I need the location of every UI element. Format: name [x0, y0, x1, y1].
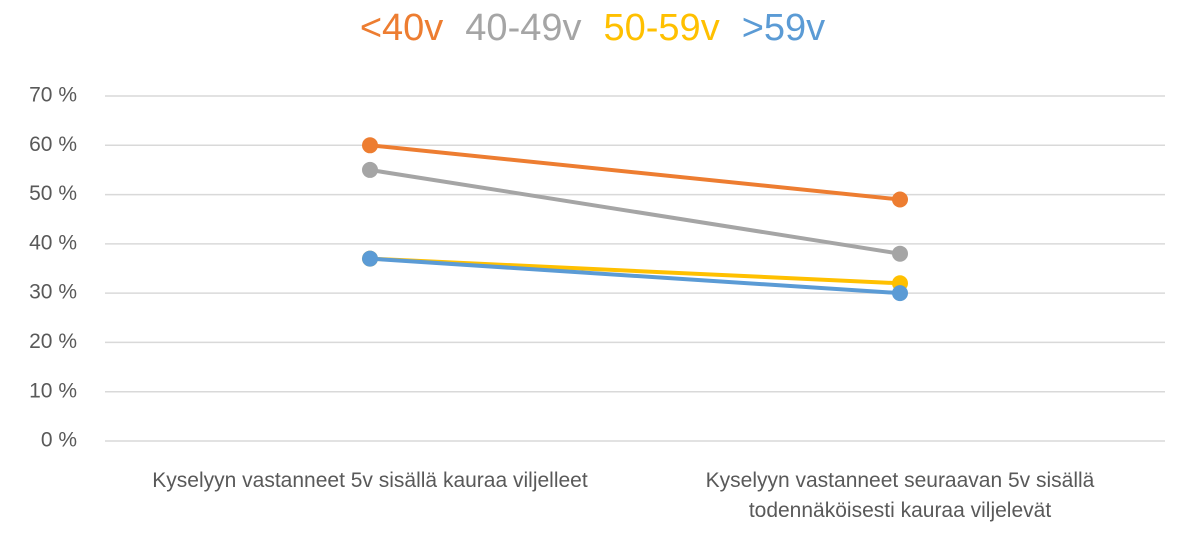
marker	[892, 245, 908, 262]
y-tick-label: 40 %	[29, 231, 77, 254]
line	[369, 256, 901, 296]
y-tick-label: 50 %	[29, 182, 77, 205]
x-tick-label: Kyselyyn vastanneet seuraavan 5v sisällä…	[705, 469, 1095, 522]
line	[369, 167, 901, 256]
legend-entry: 40-49v	[465, 7, 581, 49]
marker	[362, 161, 378, 178]
marker	[892, 285, 908, 302]
x-tick-label: Kyselyyn vastanneet 5v sisällä kauraa vi…	[152, 469, 588, 492]
legend-entry: 50-59v	[604, 7, 720, 49]
y-tick-label: 0 %	[41, 429, 77, 452]
y-tick-label: 20 %	[29, 330, 77, 353]
legend-entry: >59v	[742, 7, 825, 49]
x-tick-label-box: Kyselyyn vastanneet seuraavan 5v sisällä…	[705, 469, 1095, 522]
y-tick-label: 60 %	[29, 133, 77, 156]
marker	[362, 250, 378, 267]
marker	[892, 191, 908, 208]
y-tick-label: 30 %	[29, 281, 77, 304]
x-tick-label-box: Kyselyyn vastanneet 5v sisällä kauraa vi…	[152, 469, 588, 492]
y-tick-label: 10 %	[29, 379, 77, 402]
legend-entry: <40v	[360, 7, 443, 49]
y-tick-label: 70 %	[29, 84, 77, 107]
line	[369, 143, 901, 202]
marker	[362, 137, 378, 154]
